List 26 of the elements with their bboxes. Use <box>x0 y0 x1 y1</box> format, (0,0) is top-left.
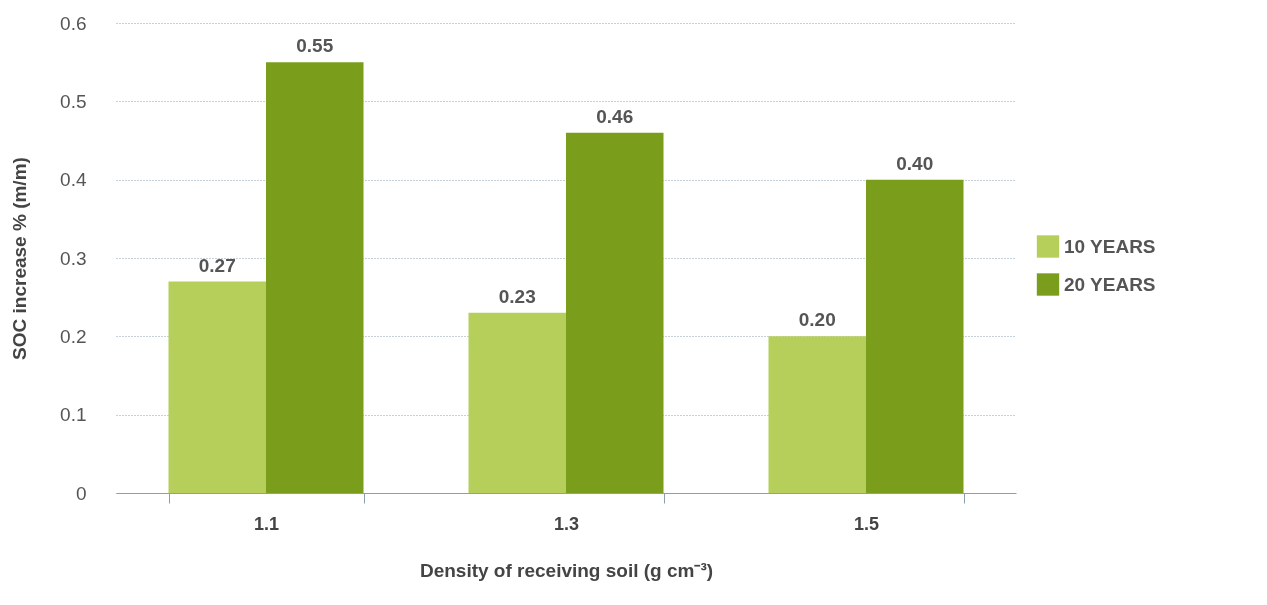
bar <box>266 62 364 493</box>
bar <box>866 179 964 493</box>
x-tick-label: 1.3 <box>553 513 580 534</box>
y-tick-label: 0.3 <box>60 247 87 269</box>
y-tick-label: 0.5 <box>60 90 87 112</box>
data-label: 0.46 <box>596 105 634 127</box>
x-tick-label: 1.5 <box>853 513 880 534</box>
y-tick-label: 0.2 <box>60 325 87 347</box>
x-tick-label: 1.1 <box>253 513 280 534</box>
y-tick-label: 0.1 <box>60 404 87 426</box>
data-label: 0.27 <box>198 254 236 276</box>
y-tick-label: 0.4 <box>60 169 87 191</box>
y-axis-title: SOC increase % (m/m) <box>9 157 31 360</box>
x-axis-title: Density of receiving soil (g cm⁻³) <box>419 559 714 581</box>
data-label: 0.20 <box>798 309 836 331</box>
bar <box>168 281 266 493</box>
legend-label: 10 YEARS <box>1064 235 1156 257</box>
data-label: 0.40 <box>896 152 934 174</box>
bar <box>468 312 566 493</box>
legend-label: 20 YEARS <box>1064 273 1156 295</box>
y-tick-label: 0.6 <box>60 12 87 34</box>
data-label: 0.23 <box>498 285 536 307</box>
y-tick-label: 0 <box>75 482 87 504</box>
bar <box>566 132 664 493</box>
data-label: 0.55 <box>296 35 334 57</box>
bar <box>768 336 866 493</box>
